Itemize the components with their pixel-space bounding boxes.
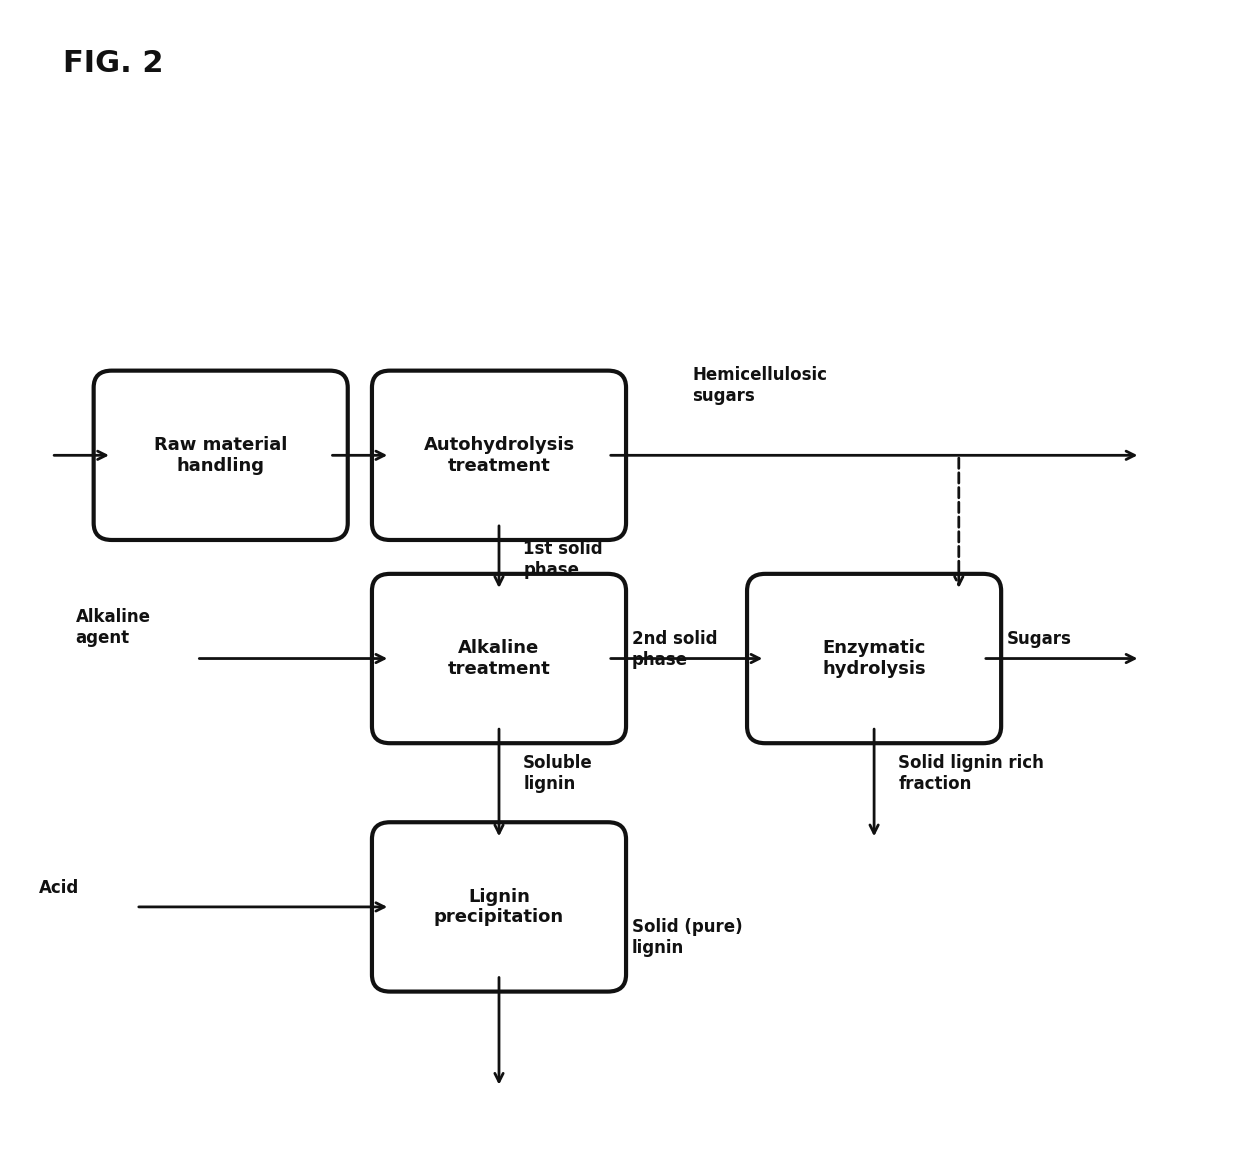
FancyBboxPatch shape	[372, 822, 626, 992]
Text: 1st solid
phase: 1st solid phase	[523, 540, 603, 578]
Text: 2nd solid
phase: 2nd solid phase	[632, 630, 718, 669]
Text: Raw material
handling: Raw material handling	[154, 436, 288, 475]
Text: Alkaline
treatment: Alkaline treatment	[448, 639, 551, 678]
FancyBboxPatch shape	[94, 371, 347, 540]
Text: Lignin
precipitation: Lignin precipitation	[434, 888, 564, 926]
FancyBboxPatch shape	[372, 574, 626, 743]
FancyBboxPatch shape	[746, 574, 1001, 743]
Text: Enzymatic
hydrolysis: Enzymatic hydrolysis	[822, 639, 926, 678]
Text: FIG. 2: FIG. 2	[63, 49, 164, 78]
Text: Acid: Acid	[40, 879, 79, 897]
Text: Hemicellulosic
sugars: Hemicellulosic sugars	[693, 366, 827, 404]
Text: Alkaline
agent: Alkaline agent	[76, 607, 150, 647]
Text: Autohydrolysis
treatment: Autohydrolysis treatment	[423, 436, 574, 475]
Text: Soluble
lignin: Soluble lignin	[523, 755, 593, 793]
Text: Sugars: Sugars	[1007, 630, 1073, 648]
Text: Solid (pure)
lignin: Solid (pure) lignin	[632, 918, 743, 957]
FancyBboxPatch shape	[372, 371, 626, 540]
Text: Solid lignin rich
fraction: Solid lignin rich fraction	[898, 755, 1044, 793]
